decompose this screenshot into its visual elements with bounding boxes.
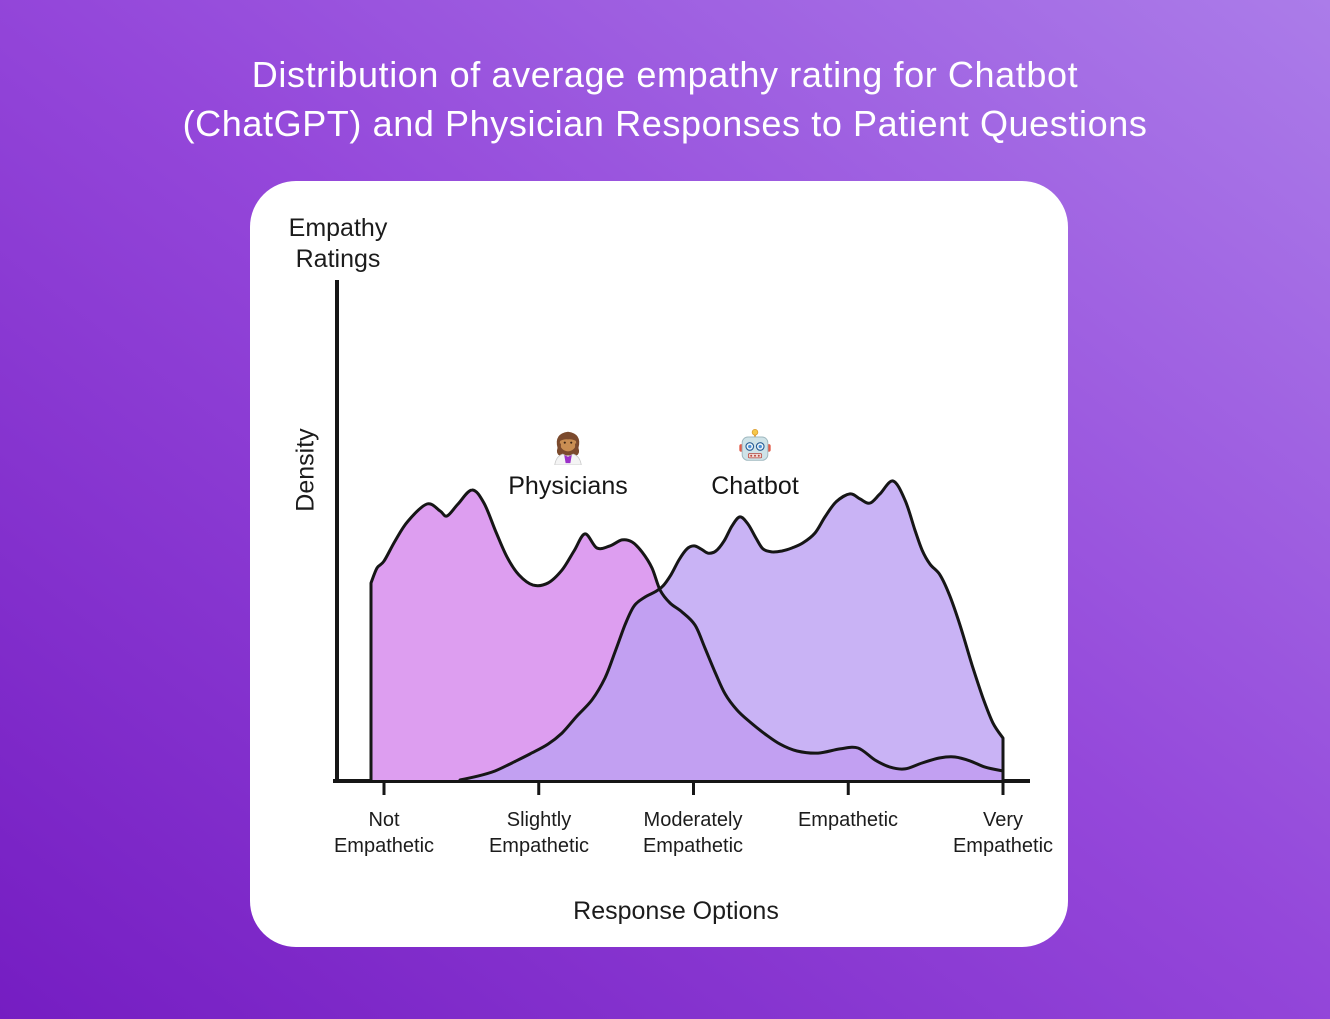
robot-antenna-bulb (751, 429, 759, 436)
robot-pupil-right (758, 444, 762, 449)
x-tick-label-very-empathetic: Very Empathetic (952, 809, 1054, 857)
robot-emoji (739, 429, 771, 461)
page-title-line2: (ChatGPT) and Physician Responses to Pat… (182, 103, 1148, 144)
legend-chatbot-label: Chatbot (711, 472, 799, 500)
emoji-fringe (559, 434, 577, 442)
woman-health-worker-emoji (554, 431, 582, 465)
chatbot-outline (458, 479, 1005, 782)
x-tick-label-moderately-empathetic: Moderately Empathetic (642, 809, 744, 857)
emoji-hair-right (572, 443, 579, 456)
emoji-shirt (564, 455, 572, 464)
robot-pupil-left (748, 444, 752, 449)
x-axis-title: Response Options (573, 897, 779, 925)
y-axis-label-density: Density (291, 428, 320, 512)
emoji-eye-left (563, 441, 566, 444)
robot-mouth-dot3 (757, 454, 760, 457)
emoji-hair-left (557, 443, 564, 456)
physicians-outline (369, 488, 1005, 782)
chatbot-area (460, 480, 1003, 780)
page-title-line1: Distribution of average empathy rating f… (251, 54, 1079, 95)
x-tick-label-not-empathetic: Not Empathetic (333, 809, 435, 857)
robot-mouth-dot1 (750, 454, 753, 457)
page-title: Distribution of average empathy rating f… (0, 50, 1330, 148)
legend-physicians-label: Physicians (508, 472, 628, 500)
robot-mouth-dot2 (754, 454, 756, 457)
x-tick-label-slightly-empathetic: Slightly Empathetic (488, 809, 590, 857)
x-tick-label-empathetic: Empathetic (797, 809, 899, 831)
y-axis-title: Empathy Ratings (288, 214, 388, 273)
emoji-eye-right (570, 441, 573, 444)
